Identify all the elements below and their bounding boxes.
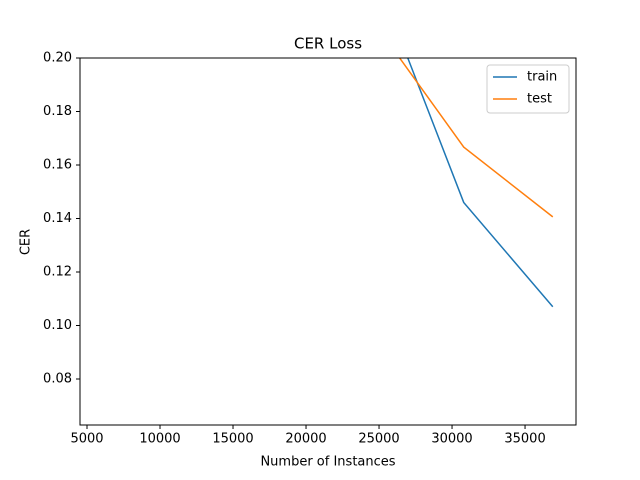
y-tick-label: 0.16 bbox=[43, 157, 72, 172]
x-tick-label: 35000 bbox=[504, 432, 545, 447]
y-tick-label: 0.20 bbox=[43, 51, 72, 66]
y-tick-label: 0.14 bbox=[43, 211, 72, 226]
line-series bbox=[406, 58, 554, 308]
x-tick-label: 10000 bbox=[139, 432, 180, 447]
x-axis-label: Number of Instances bbox=[260, 455, 395, 470]
legend-label: train bbox=[527, 70, 557, 85]
line-series bbox=[398, 58, 554, 218]
x-tick-label: 25000 bbox=[358, 432, 399, 447]
x-tick-label: 20000 bbox=[285, 432, 326, 447]
y-tick-label: 0.18 bbox=[43, 104, 72, 119]
y-axis-label: CER bbox=[19, 229, 34, 255]
x-tick-label: 5000 bbox=[70, 432, 103, 447]
x-tick-label: 30000 bbox=[431, 432, 472, 447]
x-tick-label: 15000 bbox=[212, 432, 253, 447]
plot-area bbox=[398, 58, 554, 308]
y-tick-label: 0.12 bbox=[43, 264, 72, 279]
y-tick-label: 0.08 bbox=[43, 371, 72, 386]
legend-label: test bbox=[527, 92, 552, 107]
plot-frame bbox=[79, 57, 577, 426]
y-tick-label: 0.10 bbox=[43, 318, 72, 333]
chart-title: CER Loss bbox=[294, 35, 362, 53]
